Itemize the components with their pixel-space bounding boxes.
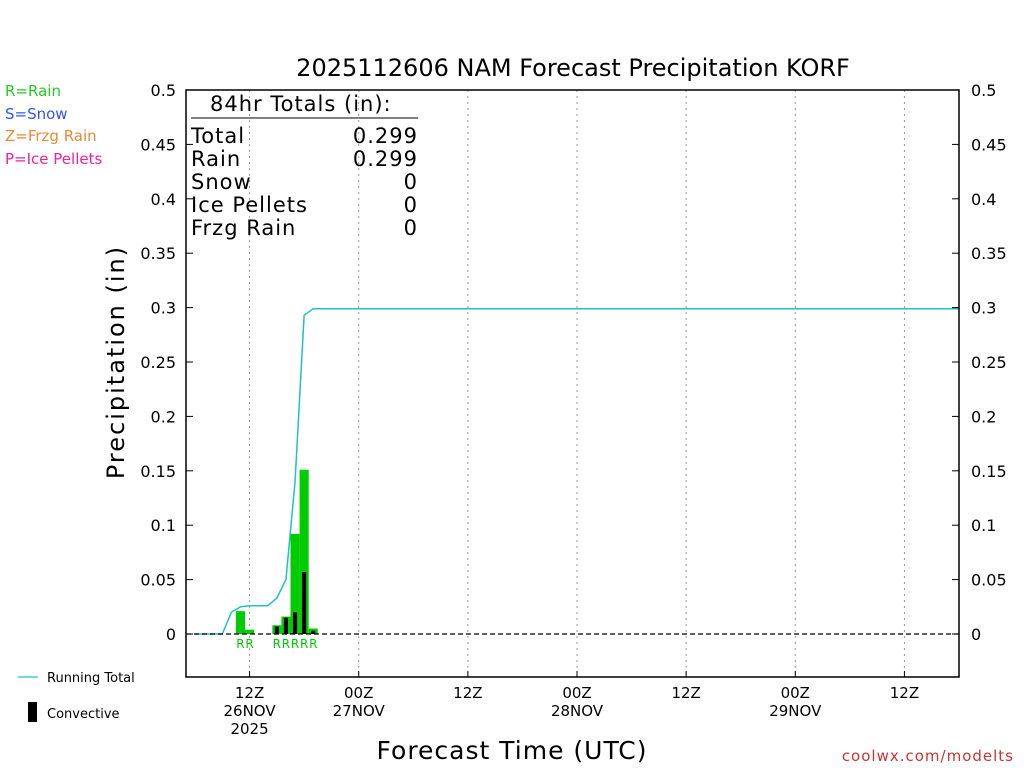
convective-legend-label: Convective xyxy=(47,707,120,722)
y-tick-label-right: 0.45 xyxy=(971,135,1007,154)
rain-bar xyxy=(235,611,246,634)
totals-label-ice-pellets: Ice Pellets xyxy=(191,193,308,217)
totals-value-rain: 0.299 xyxy=(353,147,418,171)
x-axis-label: Forecast Time (UTC) xyxy=(377,736,648,765)
chart-title: 2025112606 NAM Forecast Precipitation KO… xyxy=(296,54,850,82)
legend-ice-pellets: P=Ice Pellets xyxy=(5,150,102,168)
y-tick-label: 0.1 xyxy=(151,516,176,535)
rain-bar xyxy=(290,533,300,634)
x-tick-label: 28NOV xyxy=(551,702,604,720)
x-tick-label: 00Z xyxy=(562,684,591,702)
y-tick-label: 0.35 xyxy=(140,244,176,263)
legend-rain: R=Rain xyxy=(5,82,61,100)
y-tick-label-right: 0.2 xyxy=(971,407,996,426)
y-tick-label-right: 0.35 xyxy=(971,244,1007,263)
totals-value-snow: 0 xyxy=(404,170,418,194)
legend-snow: S=Snow xyxy=(5,105,68,123)
y-tick-label-right: 0.25 xyxy=(971,353,1007,372)
convective-bar xyxy=(311,630,316,634)
y-axis-label: Precipitation (in) xyxy=(102,245,130,479)
precip-type-label: R xyxy=(273,637,281,651)
y-tick-label: 0.05 xyxy=(140,571,176,590)
bottom-legend: Running Total Convective xyxy=(18,671,135,722)
totals-label-total: Total xyxy=(190,124,245,148)
y-tick-label: 0.45 xyxy=(140,135,176,154)
y-tick-label-right: 0.4 xyxy=(971,190,996,209)
plot-frame xyxy=(185,89,960,678)
grid-lines xyxy=(249,90,905,677)
precip-type-label: R xyxy=(282,637,290,651)
x-tick-label: 26NOV xyxy=(224,702,277,720)
totals-value-frzg-rain: 0 xyxy=(404,216,418,240)
y-axis: 0.5 0.5 0.45 0.45 0.4 0.4 0.35 0.35 0.3 0.3 0.25 0.… xyxy=(140,81,1006,644)
x-tick-label: 12Z xyxy=(235,684,264,702)
x-tick-label: 29NOV xyxy=(769,702,822,720)
convective-swatch xyxy=(28,702,37,722)
totals-label-snow: Snow xyxy=(191,170,252,194)
y-tick-label-right: 0.3 xyxy=(971,299,996,318)
y-tick-label-right: 0.1 xyxy=(971,516,996,535)
x-tick-label: 00Z xyxy=(344,684,373,702)
running-total-line xyxy=(195,307,959,635)
x-tick-label: 00Z xyxy=(781,684,810,702)
precip-type-label: R xyxy=(236,637,244,651)
x-tick-label: 12Z xyxy=(890,684,919,702)
y-tick-label: 0.15 xyxy=(140,462,176,481)
precip-type-label: R xyxy=(309,637,317,651)
convective-bar xyxy=(302,571,307,634)
bar-layer xyxy=(235,469,318,634)
running-total-legend-label: Running Total xyxy=(47,671,135,686)
convective-bar xyxy=(283,617,288,634)
totals-value-total: 0.299 xyxy=(353,124,418,148)
precip-type-legend: R=Rain S=Snow Z=Frzg Rain P=Ice Pellets xyxy=(5,82,102,168)
y-tick-label-right: 0 xyxy=(971,625,981,644)
x-tick-label: 2025 xyxy=(230,720,268,738)
x-tick-label: 12Z xyxy=(453,684,482,702)
totals-box: 84hr Totals (in): Total 0.299 Rain 0.299… xyxy=(190,92,418,240)
y-tick-label: 0.3 xyxy=(151,299,176,318)
convective-bar xyxy=(293,612,298,634)
y-tick-label-right: 0.05 xyxy=(971,571,1007,590)
y-tick-label: 0.25 xyxy=(140,353,176,372)
rain-bar xyxy=(245,629,255,634)
x-tick-label: 27NOV xyxy=(333,702,386,720)
y-tick-label-right: 0.5 xyxy=(971,81,996,100)
y-tick-label: 0.4 xyxy=(151,190,176,209)
y-tick-label: 0 xyxy=(166,625,176,644)
y-tick-label: 0.5 xyxy=(151,81,176,100)
credit-text: coolwx.com/modelts xyxy=(842,747,1014,765)
precip-type-label: R xyxy=(291,637,299,651)
precip-type-label: R xyxy=(300,637,308,651)
y-tick-label: 0.2 xyxy=(151,407,176,426)
precip-type-label: R xyxy=(245,637,253,651)
totals-header: 84hr Totals (in): xyxy=(210,92,392,116)
rain-bar xyxy=(299,469,309,634)
convective-bar xyxy=(274,626,279,634)
running-total-layer xyxy=(195,307,959,635)
totals-label-rain: Rain xyxy=(191,147,241,171)
totals-value-ice-pellets: 0 xyxy=(404,193,418,217)
totals-label-frzg-rain: Frzg Rain xyxy=(191,216,296,240)
y-tick-label-right: 0.15 xyxy=(971,462,1007,481)
x-tick-label: 12Z xyxy=(671,684,700,702)
legend-frzg-rain: Z=Frzg Rain xyxy=(5,127,97,145)
